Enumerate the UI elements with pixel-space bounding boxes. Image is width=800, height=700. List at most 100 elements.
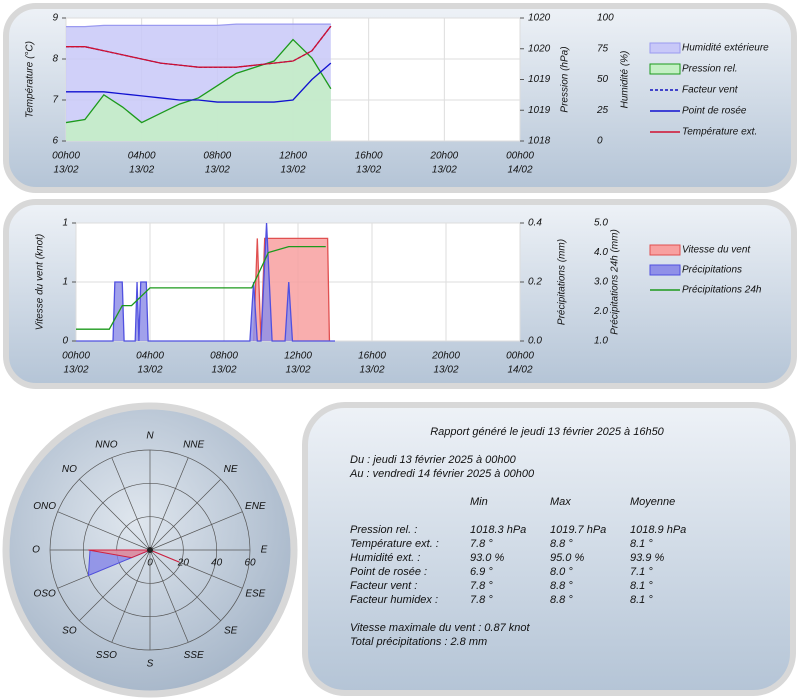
y-tick-label: 2.0 xyxy=(593,306,608,317)
report-wind: Vitesse maximale du vent : 0.87 knot xyxy=(350,622,531,634)
x-tick-label: 16h00 xyxy=(358,351,386,362)
x-tick-label: 00h00 xyxy=(62,351,90,362)
x-tick-label: 20h00 xyxy=(431,351,460,362)
direction-label: S xyxy=(147,659,154,670)
report-to: Au : vendredi 14 février 2025 à 00h00 xyxy=(349,468,535,480)
x-tick-date: 13/02 xyxy=(129,165,154,176)
x-tick-label: 04h00 xyxy=(136,351,164,362)
table-cell: 8.0 ° xyxy=(550,566,573,578)
spoke xyxy=(149,549,221,621)
x-tick-date: 13/02 xyxy=(137,365,162,376)
direction-label: SE xyxy=(224,625,238,636)
legend-swatch xyxy=(649,63,681,75)
table-cell: 8.1 ° xyxy=(630,594,653,606)
direction-label: NO xyxy=(62,464,77,475)
table-cell: 8.1 ° xyxy=(630,580,653,592)
series-line xyxy=(66,23,331,28)
r-tick-label: 60 xyxy=(244,558,256,569)
legend-label: Précipitations 24h xyxy=(682,285,762,296)
legend-swatch xyxy=(649,244,681,256)
report-title: Rapport généré le jeudi 13 février 2025 … xyxy=(430,426,664,438)
x-tick-label: 00h00 xyxy=(506,151,534,162)
x-tick-date: 13/02 xyxy=(211,365,236,376)
r-tick-label: 40 xyxy=(211,558,223,569)
axis-label: Pression (hPa) xyxy=(560,46,571,112)
series-line xyxy=(76,245,326,330)
direction-label: N xyxy=(146,431,154,442)
y-tick-label: 5.0 xyxy=(594,218,608,229)
axis-label: Précipitations (mm) xyxy=(557,239,568,325)
y-tick-label: 1019 xyxy=(528,105,551,116)
spoke xyxy=(79,549,151,621)
direction-label: ONO xyxy=(33,501,56,512)
x-tick-label: 00h00 xyxy=(506,351,534,362)
legend-label: Humidité extérieure xyxy=(682,43,769,54)
x-tick-label: 12h00 xyxy=(279,151,307,162)
spoke xyxy=(149,549,189,643)
legend-label: Point de rosée xyxy=(682,106,747,117)
x-tick-date: 13/02 xyxy=(285,365,310,376)
r-tick-label: 20 xyxy=(177,558,190,569)
axis-label: Précipitations 24h (mm) xyxy=(610,229,621,335)
axis-label: Température (°C) xyxy=(25,41,36,118)
x-tick-date: 13/02 xyxy=(53,165,78,176)
direction-label: O xyxy=(32,545,40,556)
series-line xyxy=(252,237,331,342)
legend-swatch xyxy=(649,42,681,54)
spoke xyxy=(149,511,243,551)
report-from: Du : jeudi 13 février 2025 à 00h00 xyxy=(350,454,517,466)
table-cell: 8.1 ° xyxy=(630,538,653,550)
x-tick-label: 00h00 xyxy=(52,151,80,162)
row-label: Point de rosée : xyxy=(350,566,427,578)
y-tick-label: 4.0 xyxy=(594,247,608,258)
column-header: Max xyxy=(550,496,571,508)
series-line xyxy=(66,62,332,103)
spoke xyxy=(149,479,221,551)
y-tick-label: 0 xyxy=(62,336,68,347)
x-tick-label: 04h00 xyxy=(128,151,156,162)
table-cell: 95.0 % xyxy=(550,552,584,564)
row-label: Facteur humidex : xyxy=(350,594,438,606)
x-tick-date: 14/02 xyxy=(507,165,532,176)
y-tick-label: 1 xyxy=(62,277,68,288)
table-cell: 1018.9 hPa xyxy=(630,524,686,536)
x-tick-label: 12h00 xyxy=(284,351,312,362)
direction-label: SSO xyxy=(96,650,117,661)
area xyxy=(253,238,330,341)
table-cell: 93.0 % xyxy=(470,552,504,564)
wind-area xyxy=(88,549,180,563)
y-tick-label: 1019 xyxy=(528,74,551,85)
x-tick-date: 13/02 xyxy=(205,165,230,176)
table-cell: 7.8 ° xyxy=(470,594,493,606)
center-dot xyxy=(147,547,153,553)
direction-label: NNO xyxy=(95,439,117,450)
series-line xyxy=(66,25,332,68)
series-line xyxy=(76,222,335,342)
y-tick-label: 0 xyxy=(597,136,603,147)
panel xyxy=(302,402,796,696)
y-tick-label: 1 xyxy=(62,218,68,229)
x-tick-label: 08h00 xyxy=(203,151,231,162)
y-tick-label: 1.0 xyxy=(594,336,608,347)
table-cell: 7.8 ° xyxy=(470,580,493,592)
direction-label: ESE xyxy=(245,588,265,599)
y-tick-label: 8 xyxy=(52,54,58,65)
axis-label: Humidité (%) xyxy=(620,51,631,109)
table-cell: 8.8 ° xyxy=(550,538,573,550)
series-line xyxy=(65,38,332,124)
direction-label: NE xyxy=(224,464,238,475)
direction-label: SO xyxy=(62,625,77,636)
y-tick-label: 0.4 xyxy=(528,218,542,229)
direction-label: ENE xyxy=(245,501,266,512)
legend-label: Facteur vent xyxy=(682,85,739,96)
report-precip: Total précipitations : 2.8 mm xyxy=(350,636,487,648)
x-tick-date: 13/02 xyxy=(359,365,384,376)
x-tick-label: 08h00 xyxy=(210,351,238,362)
spoke xyxy=(111,457,151,551)
row-label: Température ext. : xyxy=(350,538,439,550)
y-tick-label: 0.2 xyxy=(528,277,542,288)
table-cell: 8.8 ° xyxy=(550,580,573,592)
direction-label: OSO xyxy=(34,588,56,599)
table-cell: 6.9 ° xyxy=(470,566,493,578)
